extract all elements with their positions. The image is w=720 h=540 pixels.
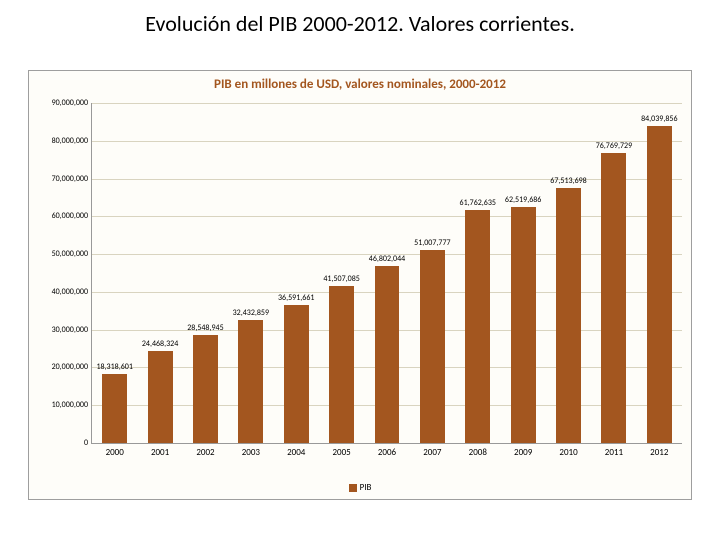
- bar: 28,548,945: [193, 335, 218, 443]
- x-axis-tick-label: 2012: [650, 443, 668, 458]
- bar-value-label: 62,519,686: [505, 195, 541, 207]
- gridline: [92, 141, 682, 142]
- x-axis-tick-label: 2001: [151, 443, 169, 458]
- bar-value-label: 28,548,945: [187, 323, 223, 335]
- plot-area: 010,000,00020,000,00030,000,00040,000,00…: [91, 103, 682, 444]
- bar-value-label: 84,039,856: [641, 114, 677, 126]
- bar: 41,507,085: [329, 286, 354, 443]
- chart-title: PIB en millones de USD, valores nominale…: [29, 77, 691, 92]
- y-axis-tick-label: 0: [84, 438, 92, 448]
- x-axis-tick-label: 2004: [287, 443, 305, 458]
- bar: 36,591,661: [284, 305, 309, 443]
- bar-value-label: 67,513,698: [550, 176, 586, 188]
- x-axis-tick-label: 2000: [106, 443, 124, 458]
- gridline: [92, 216, 682, 217]
- y-axis-tick-label: 70,000,000: [52, 174, 92, 184]
- x-axis-tick-label: 2002: [196, 443, 214, 458]
- bar: 61,762,635: [465, 210, 490, 443]
- slide-title: Evolución del PIB 2000-2012. Valores cor…: [0, 10, 720, 37]
- legend-swatch: [349, 484, 357, 492]
- bar: 24,468,324: [148, 351, 173, 443]
- bar-value-label: 32,432,859: [233, 308, 269, 320]
- bar-value-label: 51,007,777: [414, 238, 450, 250]
- bar: 76,769,729: [601, 153, 626, 443]
- x-axis-tick-label: 2009: [514, 443, 532, 458]
- y-axis-tick-label: 50,000,000: [52, 249, 92, 259]
- y-axis-tick-label: 10,000,000: [52, 400, 92, 410]
- x-axis-tick-label: 2005: [332, 443, 350, 458]
- x-axis-tick-label: 2007: [423, 443, 441, 458]
- y-axis-tick-label: 30,000,000: [52, 325, 92, 335]
- bar-value-label: 41,507,085: [323, 274, 359, 286]
- bar-value-label: 18,318,601: [96, 362, 132, 374]
- chart-container: PIB en millones de USD, valores nominale…: [28, 70, 692, 500]
- y-axis-tick-label: 60,000,000: [52, 211, 92, 221]
- bar: 84,039,856: [647, 126, 672, 443]
- y-axis-tick-label: 80,000,000: [52, 136, 92, 146]
- bar-value-label: 46,802,044: [369, 254, 405, 266]
- gridline: [92, 103, 682, 104]
- x-axis-tick-label: 2011: [605, 443, 623, 458]
- legend-label: PIB: [360, 482, 372, 493]
- bar: 51,007,777: [420, 250, 445, 443]
- legend: PIB: [29, 482, 691, 493]
- bar: 18,318,601: [102, 374, 127, 443]
- y-axis-tick-label: 40,000,000: [52, 287, 92, 297]
- bar-value-label: 76,769,729: [596, 141, 632, 153]
- x-axis-tick-label: 2003: [242, 443, 260, 458]
- bar: 62,519,686: [511, 207, 536, 443]
- bar: 46,802,044: [375, 266, 400, 443]
- bar-value-label: 24,468,324: [142, 339, 178, 351]
- x-axis-tick-label: 2008: [469, 443, 487, 458]
- bar: 67,513,698: [556, 188, 581, 443]
- gridline: [92, 179, 682, 180]
- slide: Evolución del PIB 2000-2012. Valores cor…: [0, 0, 720, 540]
- bar: 32,432,859: [238, 320, 263, 443]
- y-axis-tick-label: 90,000,000: [52, 98, 92, 108]
- bar-value-label: 36,591,661: [278, 293, 314, 305]
- y-axis-tick-label: 20,000,000: [52, 362, 92, 372]
- x-axis-tick-label: 2006: [378, 443, 396, 458]
- bar-value-label: 61,762,635: [460, 198, 496, 210]
- x-axis-tick-label: 2010: [559, 443, 577, 458]
